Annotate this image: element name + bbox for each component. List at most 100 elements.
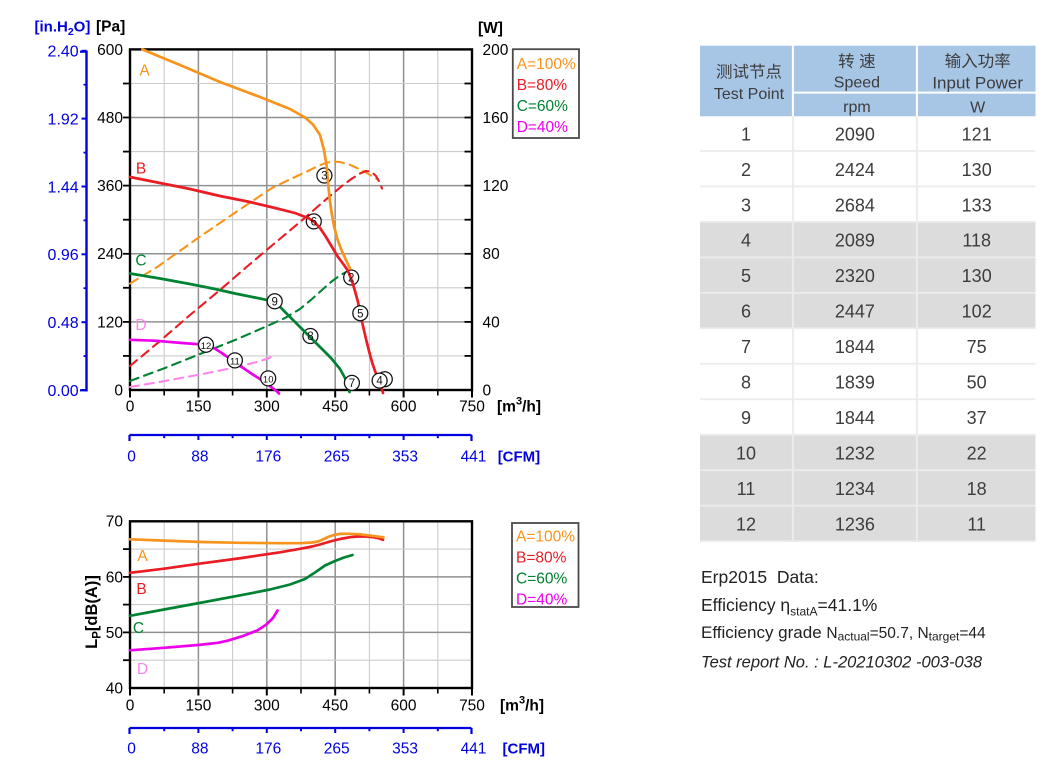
svg-text:2089: 2089: [835, 231, 875, 251]
svg-text:102: 102: [962, 302, 992, 322]
svg-text:LP[dB(A)]: LP[dB(A)]: [83, 575, 104, 649]
svg-text:5: 5: [741, 266, 751, 286]
svg-text:[m3/h]: [m3/h]: [500, 695, 544, 715]
svg-text:9: 9: [271, 296, 277, 308]
svg-text:Efficiency ηstatA=41.1%: Efficiency ηstatA=41.1%: [701, 595, 877, 619]
svg-text:50: 50: [106, 625, 124, 642]
svg-text:0: 0: [126, 698, 135, 715]
svg-text:22: 22: [967, 444, 987, 464]
svg-text:265: 265: [324, 449, 350, 466]
svg-text:12: 12: [201, 341, 212, 352]
svg-text:18: 18: [967, 479, 987, 499]
svg-text:70: 70: [106, 514, 124, 531]
svg-text:A=100%: A=100%: [517, 56, 576, 73]
svg-text:0.48: 0.48: [48, 315, 79, 332]
svg-text:240: 240: [97, 246, 123, 263]
svg-text:[CFM]: [CFM]: [503, 740, 545, 757]
svg-text:75: 75: [967, 337, 987, 357]
svg-text:A=100%: A=100%: [516, 529, 575, 546]
svg-text:200: 200: [483, 42, 509, 59]
svg-text:0.96: 0.96: [48, 247, 79, 264]
svg-text:1.44: 1.44: [48, 179, 79, 196]
svg-text:D: D: [135, 317, 146, 334]
svg-text:150: 150: [185, 698, 211, 715]
svg-text:0: 0: [483, 382, 492, 399]
svg-text:2424: 2424: [835, 160, 875, 180]
svg-text:1234: 1234: [835, 479, 875, 499]
svg-text:1844: 1844: [835, 337, 875, 357]
svg-text:B=80%: B=80%: [517, 77, 568, 94]
svg-text:176: 176: [255, 449, 281, 466]
svg-text:5: 5: [357, 308, 363, 320]
svg-text:160: 160: [483, 110, 509, 127]
svg-text:441: 441: [461, 740, 487, 757]
svg-text:B=80%: B=80%: [516, 550, 567, 567]
svg-text:1844: 1844: [835, 408, 875, 428]
svg-text:150: 150: [185, 398, 211, 415]
svg-text:88: 88: [191, 449, 208, 466]
svg-text:130: 130: [962, 160, 992, 180]
svg-text:353: 353: [392, 449, 418, 466]
svg-text:353: 353: [392, 740, 418, 757]
svg-text:C: C: [135, 253, 146, 270]
svg-text:121: 121: [962, 124, 992, 144]
svg-text:9: 9: [741, 408, 751, 428]
svg-text:360: 360: [97, 178, 123, 195]
svg-text:6: 6: [311, 217, 317, 229]
svg-text:300: 300: [254, 698, 280, 715]
svg-text:D=40%: D=40%: [517, 119, 568, 136]
svg-text:118: 118: [962, 231, 991, 251]
svg-text:1: 1: [741, 124, 751, 144]
svg-text:8: 8: [741, 373, 751, 393]
svg-text:D=40%: D=40%: [516, 592, 567, 609]
svg-text:120: 120: [483, 178, 509, 195]
svg-text:Test report No. : L-20210302 -: Test report No. : L-20210302 -003-038: [701, 654, 983, 672]
svg-text:rpm: rpm: [843, 99, 871, 116]
svg-text:441: 441: [461, 449, 487, 466]
svg-text:0: 0: [127, 449, 136, 466]
svg-text:2447: 2447: [835, 302, 875, 322]
svg-text:1.92: 1.92: [48, 111, 79, 128]
svg-text:2: 2: [348, 273, 354, 285]
svg-text:B: B: [136, 581, 146, 598]
svg-text:450: 450: [322, 698, 348, 715]
svg-text:[in.H2O]: [in.H2O]: [35, 19, 91, 39]
svg-text:1839: 1839: [835, 373, 875, 393]
svg-text:B: B: [136, 161, 146, 178]
svg-text:Test Point: Test Point: [714, 86, 785, 103]
svg-text:Input Power: Input Power: [932, 74, 1023, 93]
svg-text:120: 120: [97, 314, 123, 331]
svg-text:480: 480: [97, 110, 123, 127]
svg-text:600: 600: [97, 42, 123, 59]
svg-text:450: 450: [322, 398, 348, 415]
svg-text:40: 40: [483, 314, 501, 331]
svg-text:[m3/h]: [m3/h]: [497, 395, 541, 415]
svg-text:37: 37: [967, 408, 987, 428]
svg-text:1236: 1236: [835, 515, 875, 535]
svg-text:[W]: [W]: [478, 20, 503, 37]
svg-text:A: A: [137, 548, 148, 565]
svg-text:3: 3: [741, 195, 751, 215]
svg-text:11: 11: [967, 515, 986, 535]
svg-text:W: W: [970, 99, 986, 116]
svg-text:Erp2015 Data:: Erp2015 Data:: [701, 567, 819, 587]
svg-text:C=60%: C=60%: [516, 571, 567, 588]
svg-text:60: 60: [106, 569, 124, 586]
svg-text:6: 6: [741, 302, 751, 322]
svg-text:10: 10: [263, 375, 274, 386]
svg-text:C=60%: C=60%: [517, 98, 568, 115]
svg-text:2.40: 2.40: [48, 44, 79, 61]
svg-text:0: 0: [127, 740, 136, 757]
svg-text:176: 176: [255, 740, 281, 757]
svg-text:88: 88: [191, 740, 208, 757]
svg-text:600: 600: [391, 698, 417, 715]
svg-text:7: 7: [741, 337, 751, 357]
svg-text:1232: 1232: [835, 444, 875, 464]
svg-text:4: 4: [741, 231, 751, 251]
svg-text:2: 2: [741, 160, 751, 180]
svg-text:12: 12: [736, 515, 756, 535]
svg-text:4: 4: [376, 376, 383, 388]
svg-text:11: 11: [230, 357, 240, 368]
svg-text:[CFM]: [CFM]: [498, 449, 540, 466]
svg-text:7: 7: [349, 378, 355, 390]
